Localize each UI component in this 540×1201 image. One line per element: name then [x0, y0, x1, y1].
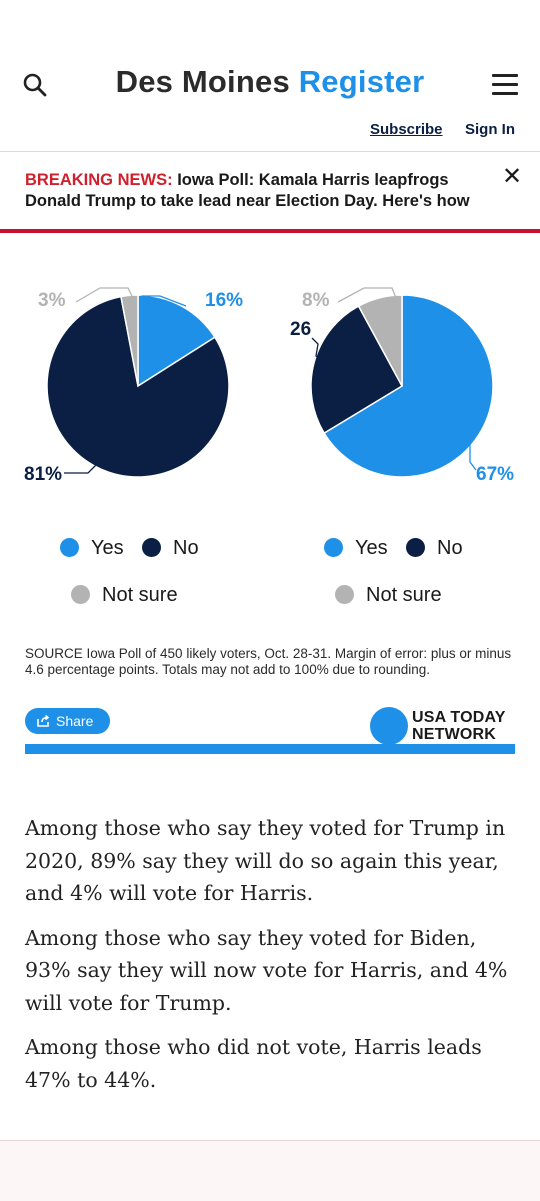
pie-leader-line [75, 287, 133, 303]
legend-item-no: No [142, 537, 199, 560]
header-divider [0, 151, 540, 152]
usa-today-logo-icon [370, 707, 408, 745]
share-icon [37, 714, 50, 727]
pie-data-label: 26 [290, 319, 311, 340]
pie-slice-yes [137, 294, 216, 388]
source-note: SOURCE Iowa Poll of 450 likely voters, O… [25, 646, 512, 677]
legend-swatch [142, 538, 161, 557]
pie-data-label: 81% [24, 464, 62, 485]
usa-today-network-logo: USA TODAY NETWORK [412, 709, 506, 743]
legend-swatch [60, 538, 79, 557]
logo-text-accent: Register [298, 64, 425, 99]
article-paragraph: Among those who say they voted for Trump… [25, 816, 506, 905]
breaking-news-rule [0, 229, 540, 233]
share-button[interactable]: Share [25, 708, 110, 734]
legend-swatch [406, 538, 425, 557]
logo-text-primary: Des Moines [115, 64, 290, 99]
pie-data-label: 67% [476, 464, 514, 485]
legend-item-no: No [406, 537, 463, 560]
pie-data-label: 8% [302, 290, 330, 311]
site-logo[interactable]: Des Moines Register [0, 64, 540, 100]
article-paragraph: Among those who did not vote, Harris lea… [25, 1035, 482, 1092]
pie-slice-no [46, 295, 230, 478]
sign-in-link[interactable]: Sign In [465, 121, 515, 138]
legend-item-yes: Yes [324, 537, 388, 560]
legend-swatch [335, 585, 354, 604]
pie-data-label: 16% [205, 290, 243, 311]
subscribe-link[interactable]: Subscribe [370, 121, 443, 138]
breaking-news-headline: Iowa Poll: Kamala Harris leapfrogs Donal… [25, 171, 470, 210]
breaking-news-text[interactable]: BREAKING NEWS: Iowa Poll: Kamala Harris … [25, 170, 485, 212]
pie-charts: 16% 81% 3% 67% 26 8% [24, 287, 514, 485]
article-body: Among those who say they voted for Trump… [25, 812, 515, 1108]
graphic-footer-bar [25, 744, 515, 754]
share-label: Share [56, 713, 94, 729]
pie-leader-line [469, 429, 479, 471]
legend-item-not-sure: Not sure [71, 584, 178, 607]
pie-leader-line [64, 455, 107, 474]
site-header: Des Moines Register Subscribe Sign In [0, 0, 540, 152]
article-paragraph: Among those who say they voted for Biden… [25, 925, 508, 1015]
pie-slice-yes [323, 294, 494, 478]
bottom-bar [0, 1140, 540, 1201]
legend-swatch [324, 538, 343, 557]
pie-data-label: 3% [38, 290, 66, 311]
legend-item-not-sure: Not sure [335, 584, 442, 607]
pie-slice-not-sure [120, 294, 139, 387]
legend-item-yes: Yes [60, 537, 124, 560]
pie-leader-line [139, 295, 187, 311]
breaking-news-banner[interactable]: BREAKING NEWS: Iowa Poll: Kamala Harris … [0, 152, 540, 230]
close-icon[interactable]: ✕ [502, 163, 523, 190]
poll-graphic: 16% 81% 3% 67% 26 8% Yes No Not sure Yes No N… [0, 240, 540, 800]
pie-slice-no [310, 305, 404, 435]
pie-leader-line [311, 337, 327, 363]
breaking-news-tag: BREAKING NEWS: [25, 171, 173, 189]
pie-slice-not-sure [357, 294, 403, 387]
pie-leader-line [337, 287, 397, 303]
hamburger-menu-icon[interactable] [492, 74, 518, 96]
legend-swatch [71, 585, 90, 604]
search-icon[interactable] [22, 72, 48, 98]
